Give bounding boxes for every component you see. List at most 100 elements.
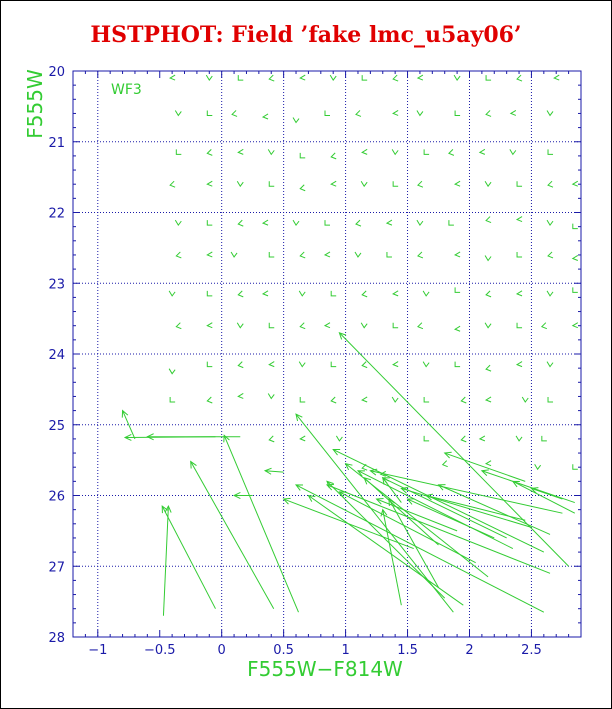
- small-marker: [361, 290, 368, 298]
- small-marker: [206, 220, 213, 226]
- small-marker: [236, 322, 244, 329]
- vector-head-3: [223, 434, 230, 443]
- vector-head-30: [480, 469, 489, 477]
- vector-22: [401, 487, 532, 528]
- vector-13: [308, 495, 464, 606]
- axes-box: [72, 70, 582, 638]
- small-marker: [237, 219, 244, 227]
- y-tick-label: 24: [48, 348, 65, 363]
- small-marker: [355, 219, 362, 227]
- vector-16: [326, 480, 446, 599]
- small-marker: [392, 322, 399, 329]
- small-marker: [329, 74, 337, 81]
- small-marker: [485, 290, 492, 298]
- vector-head-20: [338, 491, 347, 498]
- small-marker: [206, 110, 213, 116]
- small-marker: [268, 322, 275, 329]
- small-marker: [454, 361, 461, 368]
- small-marker: [453, 251, 461, 258]
- small-marker: [299, 322, 306, 330]
- small-marker: [572, 464, 578, 470]
- small-marker: [423, 396, 430, 403]
- x-tick-label: 1.5: [397, 643, 418, 658]
- small-marker: [299, 74, 306, 81]
- small-marker: [298, 290, 306, 297]
- small-marker: [169, 396, 176, 403]
- small-marker: [268, 181, 275, 187]
- vector-head-31: [530, 487, 539, 494]
- small-marker: [521, 396, 529, 403]
- small-marker: [267, 149, 275, 156]
- y-tick-label: 23: [48, 277, 65, 292]
- small-marker: [460, 435, 467, 443]
- small-marker: [485, 364, 492, 372]
- small-marker: [485, 110, 492, 117]
- vector-head-23: [437, 484, 446, 491]
- small-marker: [515, 435, 523, 442]
- small-marker: [206, 251, 213, 258]
- x-tick-label: 1: [341, 643, 349, 658]
- small-marker: [485, 216, 492, 224]
- vector-3: [223, 435, 299, 613]
- small-marker: [361, 148, 368, 155]
- small-marker: [268, 361, 275, 368]
- small-marker: [572, 223, 578, 230]
- small-marker: [547, 180, 554, 188]
- small-marker: [416, 110, 424, 117]
- x-tick-label: −1: [88, 643, 107, 658]
- vector-head-6: [121, 409, 129, 418]
- vector-15: [332, 449, 545, 553]
- small-marker: [417, 180, 424, 188]
- x-tick-label: 2: [465, 643, 473, 658]
- vector-19: [370, 470, 563, 514]
- small-marker: [391, 396, 399, 403]
- small-marker: [392, 110, 399, 116]
- y-tick-label: 26: [48, 490, 65, 505]
- vector-25: [426, 495, 526, 521]
- small-marker: [361, 396, 368, 403]
- small-marker: [268, 74, 275, 82]
- small-marker: [379, 470, 387, 477]
- vector-head-7: [263, 467, 272, 475]
- small-marker: [441, 460, 448, 468]
- small-marker: [169, 180, 176, 188]
- vector-23: [438, 484, 551, 535]
- small-marker: [354, 251, 362, 258]
- small-marker: [417, 322, 424, 330]
- small-marker: [509, 149, 517, 156]
- small-marker: [299, 396, 306, 403]
- x-tick-label: −0.5: [144, 643, 176, 658]
- grid-lines: [73, 71, 581, 637]
- small-marker: [453, 180, 461, 187]
- small-marker: [360, 180, 368, 188]
- x-tick-label: 2.5: [521, 643, 542, 658]
- small-marker: [478, 435, 486, 442]
- small-marker: [261, 219, 269, 226]
- small-marker: [417, 251, 424, 259]
- small-marker: [299, 152, 306, 159]
- small-marker: [267, 393, 275, 400]
- vector-head-8: [232, 492, 241, 499]
- small-marker: [454, 287, 461, 293]
- small-marker: [448, 220, 454, 226]
- small-marker: [454, 110, 461, 116]
- small-marker: [546, 361, 554, 368]
- y-tick-label: 22: [48, 207, 65, 222]
- small-marker: [292, 117, 300, 124]
- small-marker: [355, 110, 362, 117]
- vector-head-14: [325, 483, 335, 491]
- small-marker: [323, 322, 331, 329]
- vector-7: [265, 470, 284, 473]
- small-marker: [335, 435, 343, 442]
- small-marker: [237, 75, 244, 81]
- y-tick-label: 20: [48, 65, 65, 80]
- small-marker: [385, 219, 393, 226]
- vector-head-24: [406, 498, 415, 505]
- small-marker: [392, 181, 399, 187]
- vector-head-12: [295, 484, 304, 491]
- small-marker: [453, 325, 461, 332]
- small-marker: [541, 435, 547, 442]
- small-marker: [360, 322, 368, 329]
- vector-33: [363, 477, 439, 546]
